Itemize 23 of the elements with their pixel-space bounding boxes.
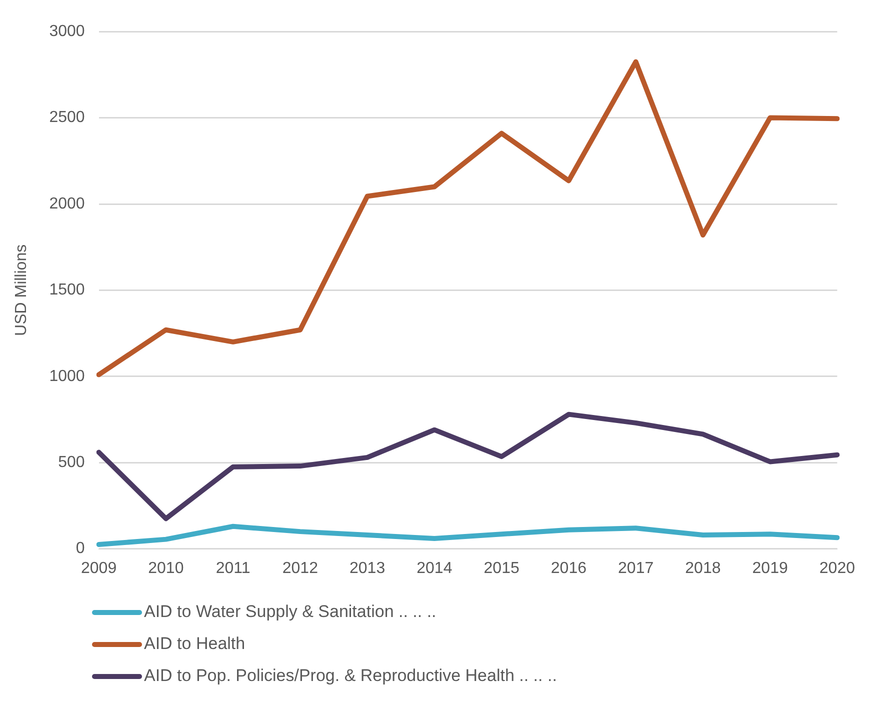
x-tick-label: 2016 bbox=[550, 560, 587, 577]
x-tick-label: 2014 bbox=[416, 560, 452, 577]
y-tick-label: 500 bbox=[58, 454, 85, 472]
y-tick-label: 0 bbox=[76, 540, 85, 558]
x-tick-label: 2009 bbox=[80, 560, 117, 577]
x-tick-label: 2012 bbox=[282, 560, 318, 577]
x-tick-label: 2018 bbox=[685, 560, 721, 577]
x-tick-label: 2017 bbox=[618, 560, 654, 577]
y-tick-label: 1500 bbox=[49, 282, 85, 299]
x-tick-label: 2011 bbox=[216, 560, 250, 577]
y-tick-label: 2000 bbox=[49, 195, 85, 212]
x-tick-label: 2013 bbox=[350, 560, 386, 577]
y-tick-label: 3000 bbox=[49, 23, 85, 40]
x-tick-label: 2020 bbox=[819, 560, 856, 577]
legend-label: AID to Health bbox=[144, 634, 246, 654]
x-tick-label: 2015 bbox=[484, 560, 520, 577]
y-tick-label: 1000 bbox=[49, 368, 85, 385]
legend-label: AID to Water Supply & Sanitation .. .. .. bbox=[144, 602, 436, 622]
legend-label: AID to Pop. Policies/Prog. & Reproductive Health .. .. .. bbox=[144, 666, 557, 686]
x-tick-label: 2010 bbox=[148, 560, 184, 577]
y-tick-label: 2500 bbox=[49, 109, 85, 126]
x-tick-label: 2019 bbox=[752, 560, 788, 577]
y-axis-title: USD Millions bbox=[13, 244, 30, 336]
